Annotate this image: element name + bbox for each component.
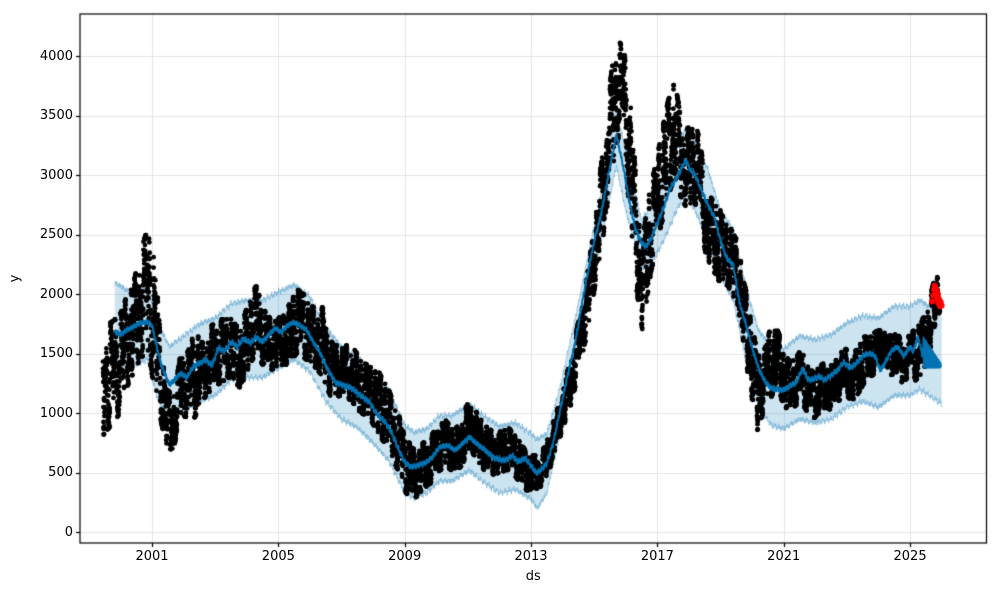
y-axis-tick-label: 500 — [48, 465, 73, 481]
y-axis-tick-label: 2500 — [39, 227, 73, 243]
y-axis-label: y — [7, 274, 23, 282]
y-axis-tick-label: 3000 — [39, 167, 73, 183]
y-axis-tick-label: 1500 — [39, 346, 73, 362]
y-axis-tick-label: 4000 — [39, 48, 73, 64]
x-axis-tick-label: 2017 — [640, 549, 674, 564]
x-axis-tick-label: 2005 — [261, 549, 295, 564]
y-axis-tick-label: 3500 — [39, 108, 73, 124]
y-axis-tick-label: 2000 — [39, 286, 73, 302]
y-axis-tick-label: 1000 — [39, 405, 73, 421]
x-axis-tick-label: 2025 — [893, 549, 927, 564]
y-axis-tick-label: 0 — [64, 524, 73, 540]
x-axis-tick-label: 2001 — [135, 549, 169, 564]
x-axis-tick-label: 2021 — [767, 549, 801, 564]
x-axis-tick-label: 2013 — [514, 549, 548, 564]
x-axis-label: ds — [525, 569, 541, 584]
x-axis-tick-label: 2009 — [388, 549, 422, 564]
